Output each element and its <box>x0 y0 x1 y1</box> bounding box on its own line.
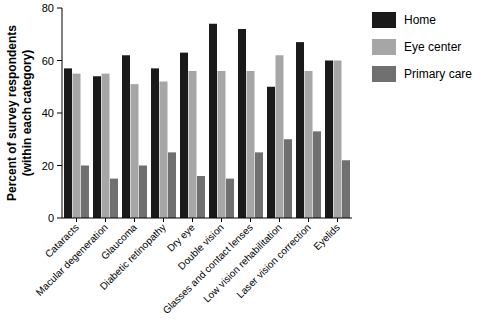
bar <box>102 74 110 218</box>
y-tick-label: 60 <box>42 55 54 67</box>
bar <box>296 42 304 218</box>
legend-label: Primary care <box>404 67 472 81</box>
x-tick <box>163 218 164 222</box>
bar <box>313 131 321 218</box>
y-tick-label: 40 <box>42 107 54 119</box>
bar <box>64 68 72 218</box>
y-axis-label: (within each category) <box>20 50 34 177</box>
x-tick <box>337 218 338 222</box>
bar <box>334 61 342 219</box>
bar <box>122 55 130 218</box>
bar <box>151 68 159 218</box>
y-tick-label: 80 <box>42 2 54 14</box>
bar <box>168 152 176 218</box>
legend-label: Home <box>404 13 436 27</box>
x-tick <box>250 218 251 222</box>
bar <box>305 71 313 218</box>
y-tick <box>57 8 62 9</box>
x-tick <box>279 218 280 222</box>
bar <box>284 139 292 218</box>
x-tick-label: Laser vision correction <box>234 222 313 301</box>
y-tick <box>57 60 62 61</box>
y-tick-label: 20 <box>42 160 54 172</box>
legend-label: Eye center <box>404 40 461 54</box>
x-tick <box>192 218 193 222</box>
bar <box>81 166 89 219</box>
chart: 020406080CataractsMacular degenerationGl… <box>0 0 500 327</box>
bar <box>160 82 168 219</box>
bar <box>209 24 217 218</box>
x-tick <box>308 218 309 222</box>
bar <box>139 166 147 219</box>
bar <box>180 53 188 218</box>
bar <box>238 29 246 218</box>
bar <box>342 160 350 218</box>
x-tick-label: Macular degeneration <box>34 222 110 298</box>
y-tick <box>57 165 62 166</box>
bar <box>276 55 284 218</box>
bar <box>189 71 197 218</box>
bar <box>267 87 275 218</box>
x-tick-label: Diabetic retinopathy <box>98 222 168 292</box>
bar <box>197 176 205 218</box>
bars <box>64 24 350 218</box>
y-tick-label: 0 <box>48 212 54 224</box>
bar <box>247 71 255 218</box>
x-tick <box>105 218 106 222</box>
bar <box>131 84 139 218</box>
y-tick <box>57 218 62 219</box>
bar <box>110 179 118 218</box>
x-tick <box>76 218 77 222</box>
legend-swatch <box>372 66 396 82</box>
bar <box>255 152 263 218</box>
legend-swatch <box>372 39 396 55</box>
bar <box>93 76 101 218</box>
x-tick <box>134 218 135 222</box>
x-tick <box>221 218 222 222</box>
y-tick <box>57 113 62 114</box>
legend-swatch <box>372 12 396 28</box>
bar <box>325 61 333 219</box>
y-axis-label: Percent of survey respondents <box>5 25 19 201</box>
x-tick-label: Eyelids <box>311 222 342 253</box>
bar <box>73 74 81 218</box>
y-axis <box>62 8 63 218</box>
bar <box>226 179 234 218</box>
bar <box>218 71 226 218</box>
